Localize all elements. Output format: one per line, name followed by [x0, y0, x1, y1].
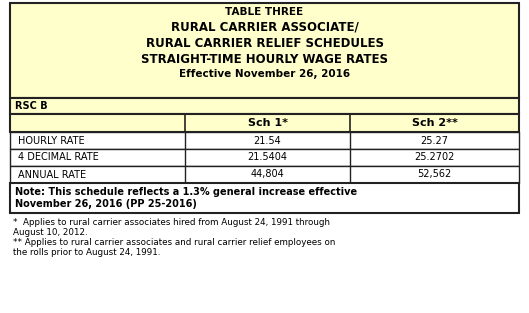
Bar — [10, 183, 519, 213]
Text: the rolls prior to August 24, 1991.: the rolls prior to August 24, 1991. — [13, 248, 160, 257]
Text: Effective November 26, 2016: Effective November 26, 2016 — [179, 69, 350, 79]
Text: ANNUAL RATE: ANNUAL RATE — [18, 170, 86, 179]
Text: 25.27: 25.27 — [421, 136, 449, 146]
Text: RSC B: RSC B — [15, 101, 48, 111]
Text: August 10, 2012.: August 10, 2012. — [13, 228, 88, 237]
Text: ** Applies to rural carrier associates and rural carrier relief employees on: ** Applies to rural carrier associates a… — [13, 238, 335, 247]
Text: Sch 1*: Sch 1* — [248, 118, 287, 128]
Bar — [10, 3, 519, 98]
Text: November 26, 2016 (PP 25-2016): November 26, 2016 (PP 25-2016) — [15, 199, 197, 209]
Bar — [10, 132, 519, 149]
Bar — [10, 149, 519, 166]
Bar — [10, 98, 519, 114]
Text: 25.2702: 25.2702 — [414, 152, 455, 162]
Bar — [10, 166, 519, 183]
Text: 21.54: 21.54 — [253, 136, 281, 146]
Text: RURAL CARRIER ASSOCIATE/: RURAL CARRIER ASSOCIATE/ — [171, 21, 358, 34]
Text: 4 DECIMAL RATE: 4 DECIMAL RATE — [18, 152, 99, 162]
Text: Sch 2**: Sch 2** — [412, 118, 458, 128]
Text: 52,562: 52,562 — [417, 170, 452, 179]
Text: Note: This schedule reflects a 1.3% general increase effective: Note: This schedule reflects a 1.3% gene… — [15, 187, 357, 197]
Text: STRAIGHT-TIME HOURLY WAGE RATES: STRAIGHT-TIME HOURLY WAGE RATES — [141, 53, 388, 66]
Text: RURAL CARRIER RELIEF SCHEDULES: RURAL CARRIER RELIEF SCHEDULES — [145, 37, 384, 50]
Text: 44,804: 44,804 — [251, 170, 285, 179]
Bar — [10, 114, 519, 132]
Text: TABLE THREE: TABLE THREE — [225, 7, 304, 17]
Text: HOURLY RATE: HOURLY RATE — [18, 136, 85, 146]
Text: 21.5404: 21.5404 — [248, 152, 287, 162]
Text: *  Applies to rural carrier associates hired from August 24, 1991 through: * Applies to rural carrier associates hi… — [13, 218, 330, 227]
